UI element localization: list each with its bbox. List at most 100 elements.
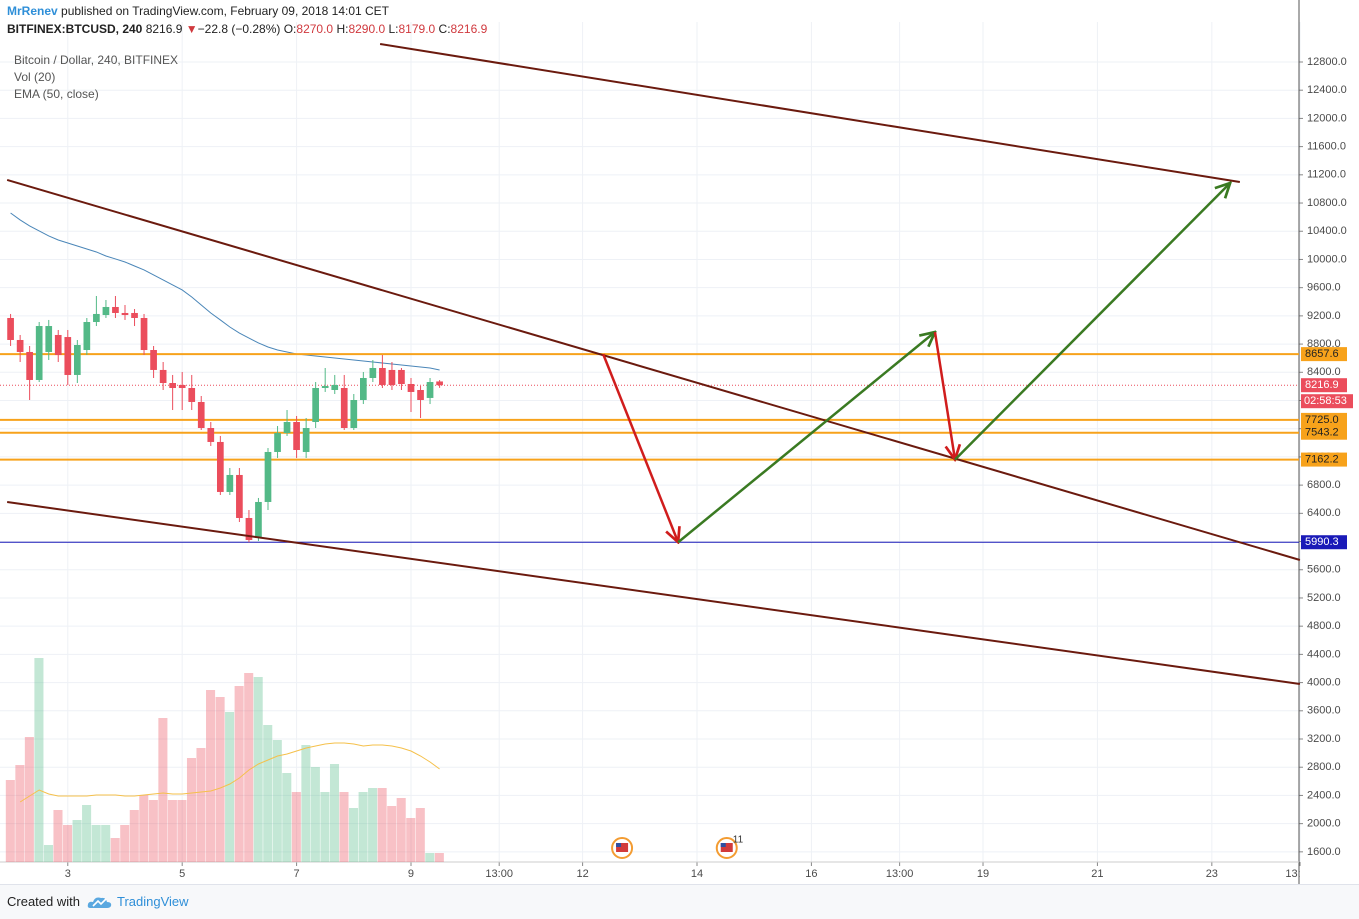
x-tick-label: 16 xyxy=(805,868,817,880)
y-tick-label: 2800.0 xyxy=(1307,761,1341,773)
candle-body xyxy=(131,312,138,318)
tv-logo[interactable] xyxy=(87,894,113,910)
volume-bar xyxy=(110,838,120,862)
candle-body xyxy=(379,367,386,385)
candle-body xyxy=(264,451,272,502)
volume-bar xyxy=(82,805,92,862)
direction: ▼ xyxy=(185,22,198,36)
candle-body xyxy=(407,383,415,392)
volume-bar xyxy=(5,780,15,862)
candle-body xyxy=(331,384,339,390)
candle-body xyxy=(93,313,100,323)
volume-bar xyxy=(301,745,311,862)
y-tick-label: 4400.0 xyxy=(1307,648,1341,660)
volume-bar xyxy=(43,845,54,862)
volume-bar xyxy=(63,825,73,862)
symbol: BITFINEX:BTCUSD, 240 xyxy=(7,22,143,36)
candle-body xyxy=(245,517,253,540)
author[interactable]: MrRenev xyxy=(7,4,58,18)
candle-body xyxy=(178,384,186,389)
level-label: 7543.2 xyxy=(1305,427,1339,439)
volume-bar xyxy=(101,825,111,862)
volume-bar xyxy=(282,773,292,862)
volume-bar xyxy=(206,690,216,862)
level-label: 5990.3 xyxy=(1305,536,1339,548)
candle-body xyxy=(159,369,167,384)
candle-body xyxy=(112,306,119,313)
volume-bar xyxy=(91,825,101,862)
candle-body xyxy=(236,474,243,518)
x-tick-label: 21 xyxy=(1091,868,1103,880)
volume-bar xyxy=(339,792,349,862)
volume-bar xyxy=(148,800,158,862)
ohlc: O:8270.0 H:8290.0 L:8179.0 C:8216.9 xyxy=(284,22,488,36)
y-tick-label: 2000.0 xyxy=(1307,818,1341,830)
candle-body xyxy=(369,367,377,379)
y-tick-label: 3600.0 xyxy=(1307,705,1341,717)
volume-bar xyxy=(167,800,177,862)
volume-bar xyxy=(263,725,273,862)
candle-body xyxy=(73,344,81,375)
x-tick-label: 7 xyxy=(294,868,300,880)
legend-vol: Vol (20) xyxy=(14,70,56,84)
level-label: 8657.6 xyxy=(1305,348,1339,360)
volume-bar xyxy=(368,788,378,862)
event-flag xyxy=(720,843,733,852)
event-flag xyxy=(616,843,629,852)
tv-brand[interactable]: TradingView xyxy=(117,894,189,909)
candle-body xyxy=(226,474,234,492)
volume-bar xyxy=(396,798,406,862)
last-price-box xyxy=(1301,378,1347,393)
level-label-box xyxy=(1301,452,1347,467)
candle-body xyxy=(436,381,443,386)
y-tick-label: 8400.0 xyxy=(1307,366,1341,378)
y-tick-label: 5600.0 xyxy=(1307,564,1341,576)
volume-bar xyxy=(291,792,301,862)
volume-bar xyxy=(234,686,244,862)
x-tick-label: 5 xyxy=(179,868,185,880)
candle-body xyxy=(35,326,43,380)
ohlc-key: H: xyxy=(336,22,349,36)
candle-body xyxy=(388,369,396,385)
level-label-box xyxy=(1301,347,1347,362)
level-label-box xyxy=(1301,412,1347,427)
countdown-box xyxy=(1301,394,1353,409)
ohlc-key: O: xyxy=(283,22,297,36)
arrow xyxy=(933,331,955,460)
y-tick-label: 1600.0 xyxy=(1307,846,1341,858)
y-tick-label: 12800.0 xyxy=(1307,56,1347,68)
volume-bar xyxy=(329,764,340,862)
y-tick-label: 10800.0 xyxy=(1307,197,1347,209)
chart: 3 5 7 9 13:00 12 14 16 13:00 19 21 23 13: 1600.0 2000.… xyxy=(0,0,1353,884)
volume-bar xyxy=(15,765,25,862)
ohlc-key: C: xyxy=(438,22,451,36)
candle-body xyxy=(16,339,24,352)
candle-body xyxy=(140,317,148,351)
candle-body xyxy=(150,350,157,370)
candle-body xyxy=(188,388,196,402)
volume-bar xyxy=(177,800,187,862)
symbol-line: BITFINEX:BTCUSD, 240 8216.9 ▼−22.8 (−0.2… xyxy=(7,22,487,36)
candle-body xyxy=(121,312,129,316)
volume-ma-line xyxy=(19,742,440,803)
legend-title: Bitcoin / Dollar, 240, BITFINEX xyxy=(14,53,179,67)
y-tick-label: 5200.0 xyxy=(1307,592,1341,604)
candle-body xyxy=(293,422,300,451)
volume-bar xyxy=(120,825,130,862)
volume-bar xyxy=(358,792,368,862)
candle-body xyxy=(321,385,329,389)
footer: Created with TradingView xyxy=(0,884,1359,919)
candle-body xyxy=(274,433,281,452)
level-label-box xyxy=(1301,535,1347,550)
volume-bar xyxy=(425,853,435,862)
volume-bar xyxy=(320,792,330,862)
y-tick-label: 9200.0 xyxy=(1307,310,1341,322)
y-tick-label: 10000.0 xyxy=(1307,253,1347,265)
volume-bar xyxy=(415,808,425,862)
trendline xyxy=(6,179,1301,561)
y-tick-label: 6800.0 xyxy=(1307,479,1341,491)
volume-bar xyxy=(129,810,139,862)
y-tick-label: 12000.0 xyxy=(1307,112,1347,124)
volume-bar xyxy=(377,788,387,862)
